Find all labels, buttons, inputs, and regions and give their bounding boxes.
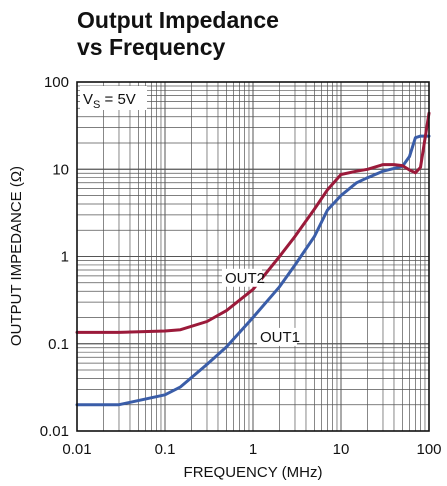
plot-frame — [76, 81, 430, 432]
y-tick-label: 10 — [52, 161, 69, 178]
series-line-out2 — [75, 111, 431, 334]
x-tick-label: 100 — [416, 441, 441, 458]
series-label-bg — [221, 268, 262, 287]
grid-lines — [76, 81, 430, 432]
x-tick-labels: 0.01 0.1 1 10 100 — [62, 441, 441, 458]
x-tick-label: 1 — [249, 441, 257, 458]
y-tick-label: 1 — [61, 249, 69, 266]
y-tick-label: 0.01 — [40, 423, 69, 440]
y-tick-labels: 0.01 0.1 1 10 100 — [40, 74, 69, 440]
y-tick-label: 0.1 — [48, 336, 69, 353]
series-label-out2: OUT2 — [225, 270, 265, 287]
condition-label: VS = 5V — [83, 91, 136, 111]
x-tick-label: 0.01 — [62, 441, 91, 458]
series-line-out1 — [75, 134, 431, 407]
series-layer — [75, 111, 431, 407]
x-tick-label: 10 — [333, 441, 350, 458]
chart-title-line2: vs Frequency — [77, 34, 225, 60]
series-labels: OUT2 OUT1 — [221, 268, 300, 346]
y-axis-label: OUTPUT IMPEDANCE (Ω) — [8, 166, 25, 346]
condition-label-bg — [80, 86, 147, 110]
plot-area — [75, 81, 431, 432]
series-label-bg — [256, 327, 297, 346]
x-axis-label: FREQUENCY (MHz) — [184, 464, 323, 481]
y-tick-label: 100 — [44, 74, 69, 91]
x-tick-label: 0.1 — [155, 441, 176, 458]
chart-title-line1: Output Impedance — [77, 7, 279, 33]
series-label-out1: OUT1 — [260, 329, 300, 346]
